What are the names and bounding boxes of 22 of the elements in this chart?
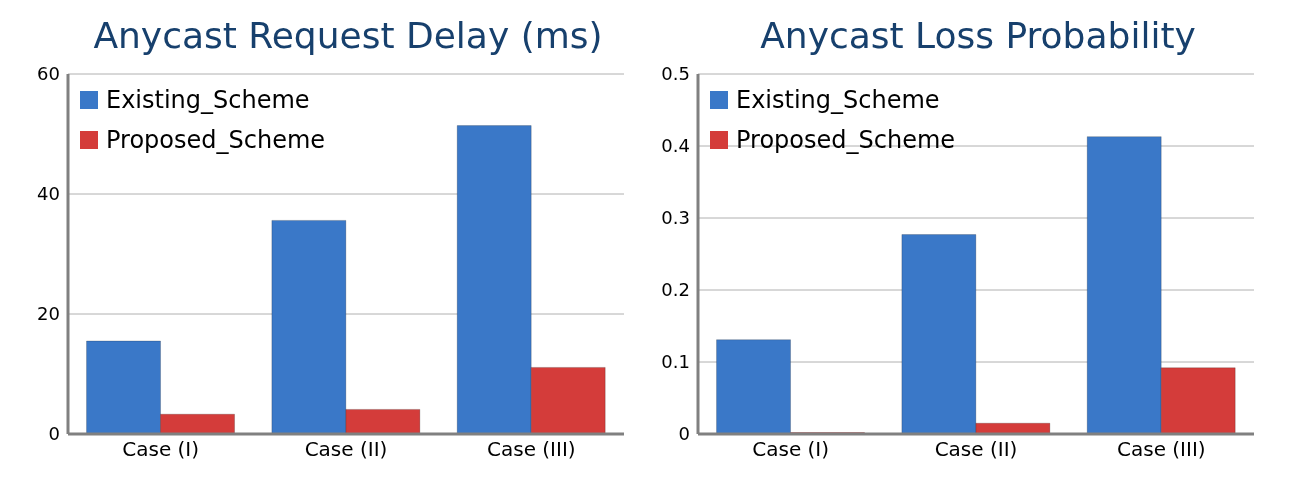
x-tick-label: Case (III)	[487, 437, 576, 462]
y-tick-label: 0	[48, 423, 60, 445]
legend-label: Proposed_Scheme	[106, 125, 326, 156]
y-tick-label: 20	[37, 303, 60, 325]
y-tick-label: 0.3	[661, 207, 690, 229]
y-tick-label: 0	[678, 423, 690, 445]
y-tick-label: 40	[37, 183, 60, 205]
x-tick-label: Case (III)	[1117, 437, 1206, 462]
x-tick-label: Case (II)	[304, 437, 388, 462]
legend-label: Existing_Scheme	[106, 85, 310, 116]
y-tick-label: 60	[37, 63, 60, 85]
y-tick-label: 0.2	[661, 279, 690, 301]
x-tick-label: Case (I)	[752, 437, 830, 462]
legend-label: Existing_Scheme	[736, 85, 940, 116]
y-tick-label: 0.5	[661, 63, 690, 85]
legend-label: Proposed_Scheme	[736, 125, 956, 156]
x-tick-label: Case (II)	[934, 437, 1018, 462]
x-tick-label: Case (I)	[122, 437, 200, 462]
y-tick-label: 0.4	[661, 135, 690, 157]
chart-title: Anycast Loss Probability	[759, 14, 1197, 58]
y-tick-label: 0.1	[661, 351, 690, 373]
chart-title: Anycast Request Delay (ms)	[92, 14, 604, 58]
